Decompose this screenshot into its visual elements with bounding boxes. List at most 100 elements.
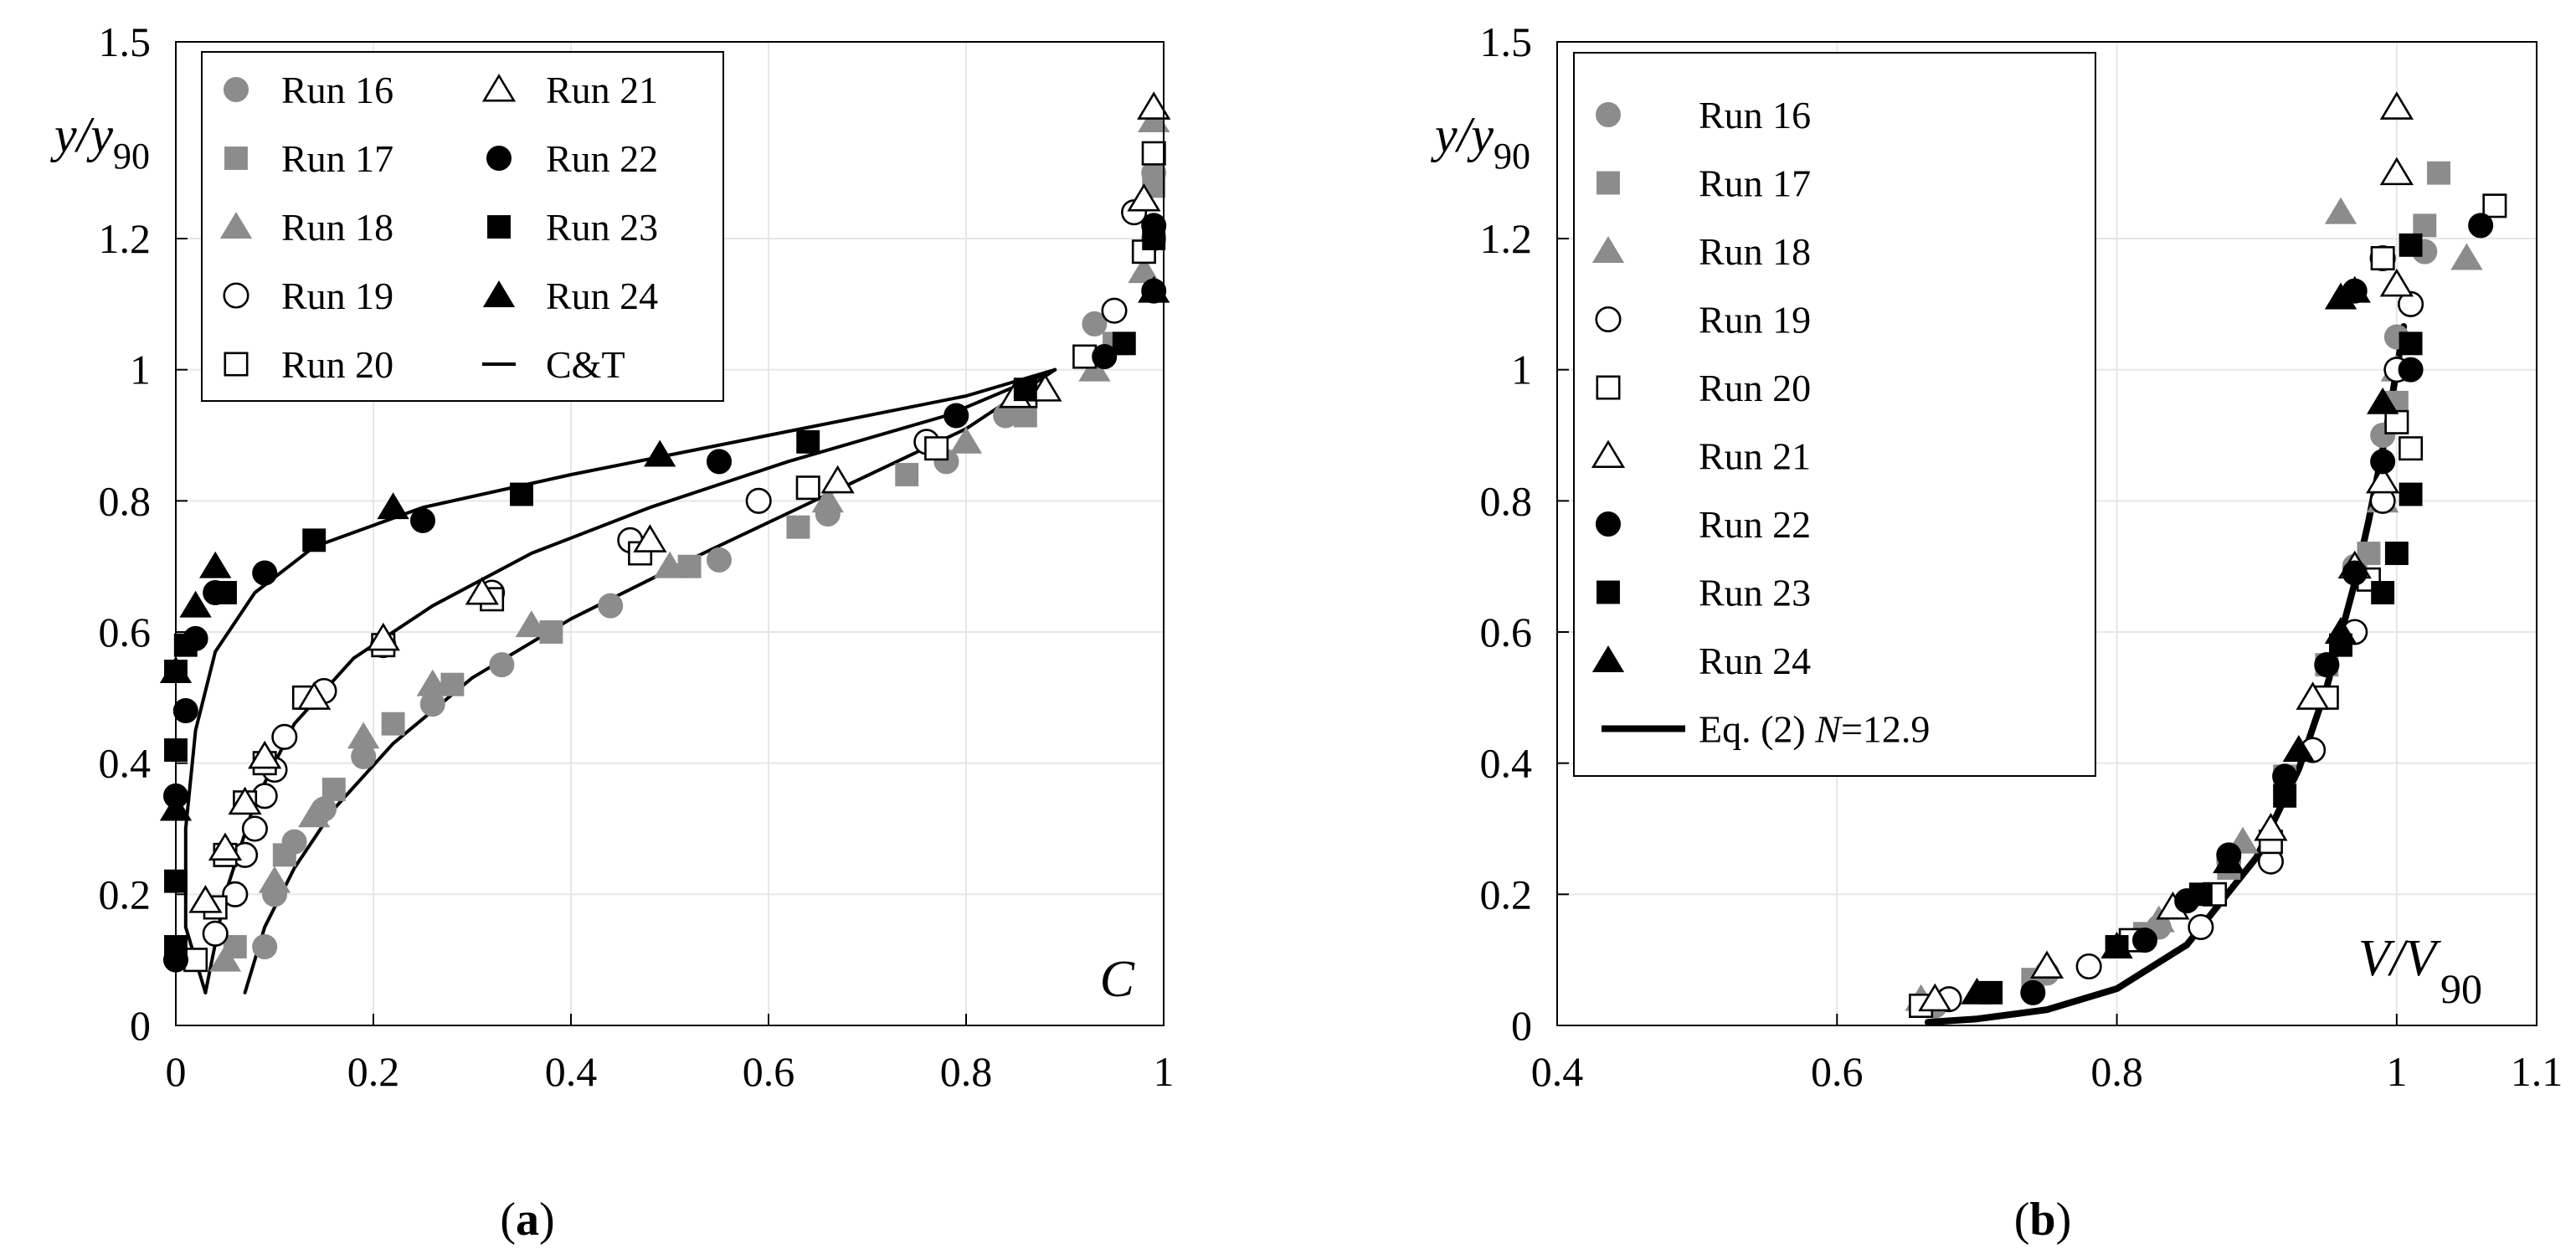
legend-item-run-20: Run 20 bbox=[1596, 367, 1811, 409]
run-20-point bbox=[924, 436, 949, 461]
run-18-point bbox=[949, 426, 983, 454]
legend-item-run-23: Run 23 bbox=[1597, 572, 1811, 614]
run-23-point bbox=[173, 633, 198, 657]
run-23-point bbox=[302, 528, 326, 552]
run-17-point bbox=[272, 843, 296, 867]
y-tick-label: 1.5 bbox=[1480, 18, 1533, 65]
y-tick-label: 0.6 bbox=[1480, 609, 1533, 655]
run-18-point bbox=[2324, 197, 2357, 224]
run-24-point bbox=[2366, 387, 2399, 414]
legend-marker bbox=[1596, 511, 1621, 537]
run-22-point bbox=[410, 507, 435, 533]
data-markers bbox=[1905, 91, 2507, 1019]
legend-label: Run 24 bbox=[546, 275, 658, 317]
run-16-point bbox=[252, 934, 278, 959]
legend-label: C&T bbox=[546, 343, 625, 386]
legend-item-run-16: Run 16 bbox=[1596, 94, 1811, 136]
legend-label: Run 18 bbox=[1699, 230, 1811, 273]
run-24-point bbox=[2282, 735, 2316, 762]
run-17-point bbox=[2427, 161, 2450, 185]
x-tick-label: 0.6 bbox=[1811, 1048, 1864, 1095]
run-17-point bbox=[895, 463, 919, 486]
x-tick-label: 0.4 bbox=[545, 1048, 598, 1095]
x-tick-label: 0.8 bbox=[2090, 1048, 2143, 1095]
legend-marker bbox=[1597, 171, 1620, 195]
run-22-point bbox=[944, 403, 969, 429]
run-21-point bbox=[2296, 681, 2330, 710]
y-tick-label: 1.2 bbox=[99, 215, 152, 262]
legend-marker bbox=[224, 77, 249, 102]
run-22-point bbox=[252, 560, 278, 586]
legend-item-run-23: Run 23 bbox=[487, 206, 658, 249]
panel-label: (a) bbox=[500, 1194, 554, 1246]
run-16-point bbox=[489, 652, 515, 678]
legend-label: Run 23 bbox=[546, 206, 658, 249]
run-20-point bbox=[2370, 245, 2395, 270]
y-axis-label: y/y90 bbox=[49, 107, 150, 177]
run-21-point bbox=[188, 885, 223, 913]
run-18-point bbox=[298, 800, 331, 828]
run-22-point bbox=[1092, 344, 1118, 369]
legend-item-run-24: Run 24 bbox=[1591, 640, 1811, 682]
run-23-point bbox=[1013, 378, 1037, 402]
run-19-point bbox=[222, 881, 249, 907]
run-20-point bbox=[2482, 193, 2507, 218]
run-21-point bbox=[228, 786, 262, 815]
legend-box bbox=[201, 51, 724, 402]
run-18-point bbox=[811, 486, 844, 513]
legend-marker bbox=[487, 215, 511, 239]
run-18-point bbox=[1128, 256, 1160, 284]
plot-frame bbox=[1556, 41, 2537, 1026]
legend-label: Run 16 bbox=[281, 69, 393, 111]
legend-item-run-19: Run 19 bbox=[1595, 299, 1811, 342]
legend-marker bbox=[224, 146, 248, 170]
legend-label: Run 18 bbox=[281, 206, 393, 249]
run-23-point bbox=[2399, 331, 2423, 356]
legend-item-run-20: Run 20 bbox=[224, 343, 393, 386]
run-21-point bbox=[1028, 373, 1062, 402]
run-21-point bbox=[633, 524, 667, 552]
x-tick-label: 1.1 bbox=[2511, 1048, 2563, 1095]
run-19-point bbox=[1101, 297, 1128, 324]
legend-item-run-22: Run 22 bbox=[486, 137, 658, 180]
legend-label: Run 21 bbox=[546, 69, 658, 111]
x-axis-label: C bbox=[1100, 951, 1135, 1008]
panel-label: (b) bbox=[2014, 1194, 2071, 1246]
run-23-point bbox=[796, 429, 820, 454]
y-tick-label: 0 bbox=[130, 1002, 151, 1049]
x-tick-label: 0.8 bbox=[940, 1048, 993, 1095]
run-23-point bbox=[2384, 542, 2409, 565]
run-23-point bbox=[2188, 882, 2213, 907]
run-24-point bbox=[644, 439, 676, 467]
y-tick-label: 0.6 bbox=[99, 609, 152, 655]
run-19-point bbox=[271, 723, 298, 750]
run-24-point bbox=[2338, 275, 2371, 303]
y-tick-label: 1.5 bbox=[99, 18, 152, 65]
legend-item-run-22: Run 22 bbox=[1596, 503, 1811, 546]
legend-label: Run 17 bbox=[1699, 162, 1811, 205]
run-21-point bbox=[366, 622, 400, 651]
x-tick-label: 1 bbox=[2386, 1048, 2407, 1095]
run-21-point bbox=[2366, 465, 2400, 494]
legend-label: Run 17 bbox=[281, 137, 393, 180]
run-23-point bbox=[2371, 581, 2395, 604]
run-23-point bbox=[1142, 227, 1166, 250]
run-24-point bbox=[377, 492, 409, 520]
x-tick-label: 0.6 bbox=[743, 1048, 795, 1095]
run-19-point bbox=[745, 487, 772, 514]
legend-label: Run 22 bbox=[1699, 503, 1811, 546]
x-tick-label: 0.2 bbox=[347, 1048, 400, 1095]
y-tick-label: 0 bbox=[1511, 1002, 1532, 1049]
run-22-point bbox=[2020, 979, 2046, 1005]
y-tick-label: 0.4 bbox=[1480, 740, 1533, 787]
legend-marker bbox=[482, 280, 516, 307]
legend-label: Eq. (2) N=12.9 bbox=[1699, 708, 1930, 751]
c-t-curve-1 bbox=[183, 367, 1057, 994]
run-18-point bbox=[208, 944, 242, 972]
run-22-point bbox=[707, 449, 732, 475]
run-21-point bbox=[1127, 182, 1161, 212]
run-20-point bbox=[795, 475, 820, 501]
y-tick-label: 0.2 bbox=[99, 871, 152, 917]
panel-b: 0.4 0.6 0.8 1 1.1 0 0.2 0.4 0.6 0.8 1 1.2 1.5 y/y90… bbox=[1430, 18, 2563, 1246]
y-tick-labels: 0 0.2 0.4 0.6 0.8 1 1.2 1.5 bbox=[1480, 18, 1533, 1049]
